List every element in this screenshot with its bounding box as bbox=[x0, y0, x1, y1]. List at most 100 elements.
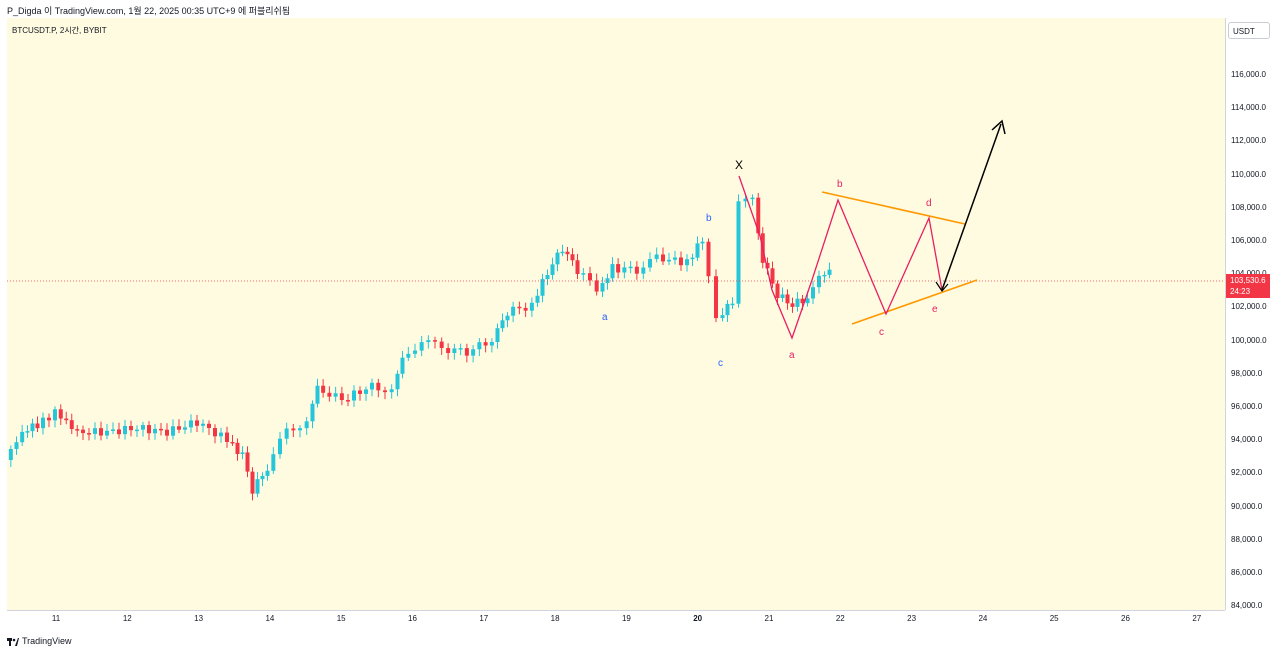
candle bbox=[333, 393, 338, 397]
wave-path[interactable] bbox=[738, 175, 943, 340]
bar-countdown: 24:23 bbox=[1230, 287, 1251, 296]
candle bbox=[271, 454, 276, 471]
candle bbox=[622, 267, 627, 273]
date-tick: 15 bbox=[336, 614, 346, 623]
price-scale[interactable] bbox=[1225, 18, 1280, 610]
date-tick: 20 bbox=[693, 614, 703, 623]
price-tick: 88,000.0 bbox=[1231, 534, 1263, 544]
candle bbox=[695, 243, 700, 258]
candle bbox=[245, 452, 250, 472]
candle bbox=[495, 328, 500, 343]
candle bbox=[321, 385, 326, 393]
candle bbox=[87, 433, 91, 435]
candle bbox=[240, 452, 245, 454]
candle bbox=[565, 251, 570, 255]
candle bbox=[736, 201, 741, 304]
candle bbox=[35, 423, 40, 429]
candle bbox=[505, 315, 510, 321]
candle bbox=[41, 417, 45, 429]
candle bbox=[654, 254, 659, 260]
price-tick: 92,000.0 bbox=[1231, 468, 1263, 478]
candle bbox=[426, 340, 431, 343]
footer-brand[interactable]: TradingView bbox=[7, 636, 72, 646]
candle bbox=[93, 428, 97, 434]
wave1-label-b: b bbox=[706, 213, 712, 224]
chart-pane[interactable] bbox=[7, 18, 1225, 610]
candle bbox=[610, 264, 615, 279]
candle bbox=[69, 420, 74, 430]
candle bbox=[679, 257, 683, 266]
candle bbox=[195, 420, 199, 426]
date-tick: 27 bbox=[1192, 614, 1202, 623]
date-tick: 21 bbox=[764, 614, 774, 623]
wave1-label-a: a bbox=[602, 312, 608, 323]
symbol-title[interactable]: BTCUSDT.P, 2시간, BYBIT bbox=[12, 26, 107, 35]
candle bbox=[189, 420, 193, 428]
candle bbox=[433, 340, 437, 342]
candle bbox=[135, 429, 139, 432]
candle bbox=[483, 342, 488, 346]
candle bbox=[560, 251, 565, 254]
candle bbox=[177, 426, 181, 430]
price-tick: 86,000.0 bbox=[1231, 568, 1263, 577]
candle bbox=[648, 259, 652, 268]
currency-button[interactable]: USDT bbox=[1228, 22, 1270, 39]
candle bbox=[53, 409, 57, 421]
date-tick: 13 bbox=[194, 614, 204, 623]
projection-arrow[interactable] bbox=[941, 123, 1002, 291]
triangle-lower-line[interactable] bbox=[851, 279, 978, 325]
candle bbox=[477, 342, 482, 350]
x-label: X bbox=[735, 158, 743, 172]
candle bbox=[489, 342, 494, 346]
time-axis[interactable] bbox=[7, 610, 1225, 629]
candle bbox=[8, 448, 13, 460]
price-tick: 98,000.0 bbox=[1231, 368, 1263, 378]
candle bbox=[14, 442, 19, 449]
footer-brand-label: TradingView bbox=[22, 636, 72, 646]
candle bbox=[383, 390, 387, 393]
candle bbox=[529, 302, 534, 311]
last-price-badge: 103,530.6 24:23 bbox=[1226, 274, 1270, 298]
date-tick: 24 bbox=[978, 614, 988, 623]
price-tick: 100,000.0 bbox=[1231, 335, 1267, 345]
candle bbox=[81, 429, 85, 434]
candle bbox=[720, 315, 725, 319]
candle bbox=[594, 280, 599, 292]
candle bbox=[358, 390, 362, 394]
date-tick: 19 bbox=[621, 614, 631, 623]
candle bbox=[153, 428, 157, 434]
candle bbox=[628, 266, 633, 269]
candle bbox=[20, 431, 25, 443]
candle bbox=[458, 348, 463, 350]
tradingview-logo-icon bbox=[7, 637, 19, 646]
candle bbox=[471, 349, 476, 356]
candle bbox=[230, 441, 235, 444]
candle bbox=[517, 306, 522, 309]
candle bbox=[400, 357, 405, 374]
triangle-upper-line[interactable] bbox=[821, 191, 966, 225]
candle bbox=[129, 425, 133, 431]
candle bbox=[111, 429, 115, 431]
candle bbox=[64, 418, 69, 421]
candle bbox=[452, 348, 457, 353]
candle bbox=[284, 428, 289, 439]
wave2-label-d: d bbox=[926, 198, 932, 209]
candle bbox=[575, 260, 580, 274]
candle bbox=[260, 475, 265, 480]
candle bbox=[255, 479, 260, 494]
date-tick: 18 bbox=[550, 614, 560, 623]
price-tick: 90,000.0 bbox=[1231, 501, 1263, 511]
candle bbox=[250, 471, 255, 494]
candle bbox=[406, 353, 411, 358]
candle bbox=[376, 382, 381, 391]
candle bbox=[75, 429, 80, 431]
candle bbox=[811, 287, 815, 299]
candle bbox=[570, 254, 575, 261]
candle bbox=[500, 320, 505, 329]
candle bbox=[725, 303, 730, 316]
candle bbox=[298, 428, 302, 431]
price-tick: 106,000.0 bbox=[1231, 236, 1267, 245]
candle bbox=[165, 429, 169, 436]
candle bbox=[304, 421, 309, 429]
